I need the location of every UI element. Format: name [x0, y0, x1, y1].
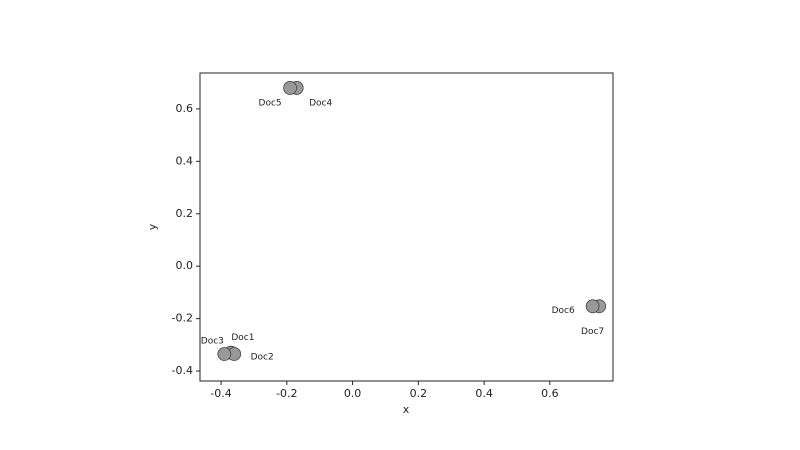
point-label: Doc7 [581, 327, 604, 337]
point-label: Doc3 [201, 337, 224, 347]
x-tick-label: -0.4 [210, 387, 231, 400]
point [585, 299, 600, 314]
y-tick-label: 0.4 [176, 154, 194, 167]
x-tick-label: 0.6 [541, 387, 559, 400]
y-axis-label: y [146, 223, 159, 230]
point-label: Doc6 [552, 306, 575, 316]
point-label: Doc1 [231, 333, 254, 343]
x-tick-label: -0.2 [276, 387, 297, 400]
x-tick-label: 0.0 [344, 387, 362, 400]
point [283, 81, 297, 95]
y-tick-label: -0.2 [172, 312, 193, 325]
x-tick-label: 0.4 [475, 387, 493, 400]
x-tick-label: 0.2 [410, 387, 428, 400]
x-axis-label: x [403, 403, 410, 416]
y-tick-label: 0.2 [176, 207, 194, 220]
y-tick-label: -0.4 [172, 364, 193, 377]
y-tick-label: 0.0 [176, 259, 194, 272]
point-label: Doc4 [309, 98, 332, 108]
point [217, 347, 232, 361]
point-label: Doc2 [251, 353, 274, 363]
y-tick-label: 0.6 [176, 102, 194, 115]
point-label: Doc5 [259, 98, 282, 108]
plot-frame [199, 72, 614, 382]
